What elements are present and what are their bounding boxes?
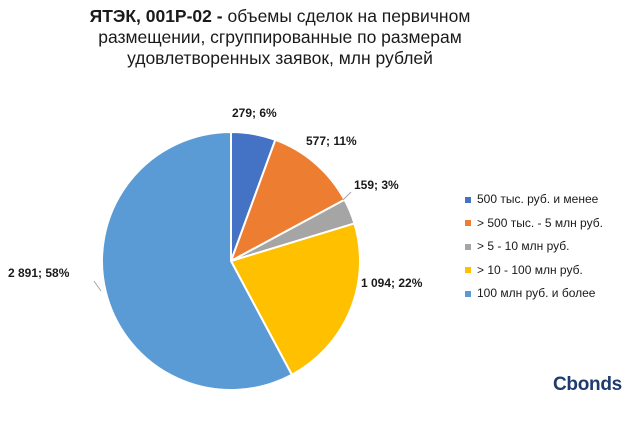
- title-bold-part: ЯТЭК, 001Р-02 -: [89, 6, 223, 26]
- legend-label-2: > 500 тыс. - 5 млн руб.: [477, 215, 603, 230]
- leader-lines: [93, 191, 352, 292]
- data-label-5: 2 891; 58%: [8, 266, 70, 280]
- pie-slice-4: [229, 222, 361, 377]
- legend-item-5: 100 млн руб. и более: [465, 282, 603, 306]
- legend-swatch-2: [465, 220, 471, 227]
- pie-slice-2: [229, 138, 346, 264]
- legend-label-1: 500 тыс. руб. и менее: [477, 192, 599, 206]
- data-label-3: 159; 3%: [354, 178, 399, 192]
- legend-label-5: 100 млн руб. и более: [477, 286, 596, 300]
- data-labels: 279; 6% 577; 11% 159; 3% 1 094; 22% 2 891; 5…: [8, 106, 423, 290]
- legend-label-4: > 10 - 100 млн руб.: [477, 262, 583, 277]
- data-label-4: 1 094; 22%: [361, 276, 423, 290]
- legend-item-1: 500 тыс. руб. и менее: [465, 188, 603, 212]
- pie-slices: [101, 130, 361, 391]
- pie-slice-5: [101, 130, 294, 391]
- legend-item-4: > 10 - 100 млн руб.: [465, 259, 603, 283]
- legend-item-3: > 5 - 10 млн руб.: [465, 235, 603, 259]
- data-label-2: 577; 11%: [306, 134, 357, 148]
- title-line2: размещении, сгруппированные по размерам: [98, 27, 462, 47]
- legend-item-2: > 500 тыс. - 5 млн руб.: [465, 212, 603, 236]
- leader-line-3: [342, 191, 352, 201]
- data-label-1: 279; 6%: [232, 106, 277, 120]
- legend-swatch-4: [465, 267, 471, 274]
- leader-line-5: [93, 280, 102, 292]
- legend: 500 тыс. руб. и менее > 500 тыс. - 5 млн …: [465, 188, 603, 306]
- chart-title: ЯТЭК, 001Р-02 - объемы сделок на первичн…: [0, 6, 560, 69]
- title-line1-rest: объемы сделок на первичном: [222, 6, 471, 26]
- legend-label-3: > 5 - 10 млн руб.: [477, 239, 570, 253]
- title-line3: удовлетворенных заявок, млн рублей: [127, 48, 433, 68]
- legend-swatch-5: [465, 290, 471, 297]
- cbonds-logo: Cbonds: [553, 374, 622, 395]
- legend-swatch-3: [465, 243, 471, 250]
- legend-swatch-1: [465, 196, 471, 203]
